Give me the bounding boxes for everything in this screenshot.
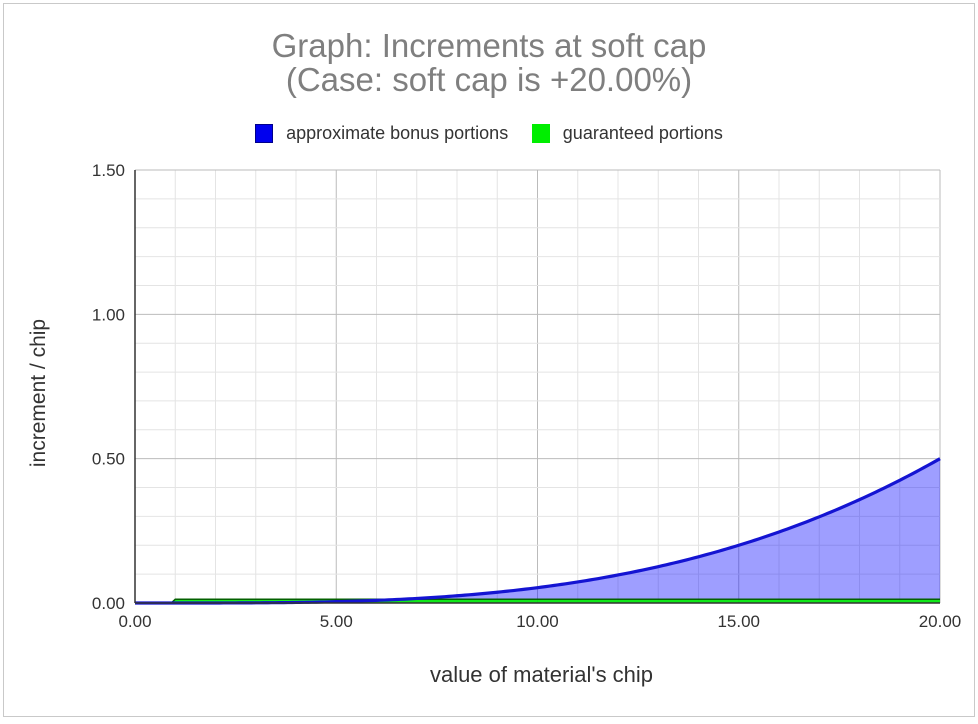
svg-text:0.50: 0.50 bbox=[92, 450, 125, 469]
svg-text:5.00: 5.00 bbox=[320, 612, 353, 631]
svg-text:1.50: 1.50 bbox=[92, 161, 125, 180]
svg-text:10.00: 10.00 bbox=[516, 612, 559, 631]
svg-text:1.00: 1.00 bbox=[92, 305, 125, 324]
svg-text:0.00: 0.00 bbox=[118, 612, 151, 631]
svg-text:15.00: 15.00 bbox=[717, 612, 760, 631]
svg-text:20.00: 20.00 bbox=[919, 612, 962, 631]
svg-text:0.00: 0.00 bbox=[92, 594, 125, 613]
